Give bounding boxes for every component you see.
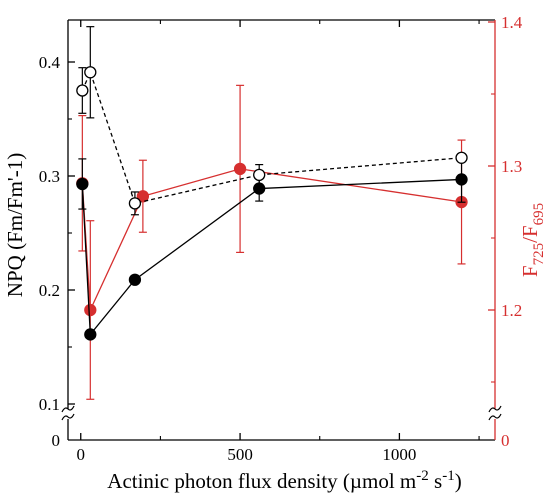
y-left-tick-label: 0.1 bbox=[39, 395, 60, 414]
y-right-tick-label: 1.4 bbox=[501, 13, 523, 32]
data-point bbox=[84, 66, 97, 79]
data-point bbox=[128, 197, 142, 210]
plot-frame bbox=[61, 19, 502, 441]
right-axis-break-mark-upper bbox=[488, 405, 502, 413]
data-point bbox=[233, 162, 247, 176]
series-layer bbox=[76, 26, 468, 400]
y-left-zero-label: 0 bbox=[52, 431, 61, 450]
data-point bbox=[84, 328, 97, 341]
y-right-tick-label: 1.2 bbox=[501, 301, 522, 320]
data-point bbox=[136, 190, 150, 203]
x-tick-label: 500 bbox=[227, 445, 253, 464]
axis-labels: Actinic photon flux density (µmol m-2 s-… bbox=[3, 153, 547, 493]
data-point bbox=[76, 177, 89, 191]
y-right-axis-label-part: 695 bbox=[531, 203, 547, 226]
x-tick-label: 0 bbox=[76, 445, 85, 464]
y-right-axis-label: F725/F695 bbox=[518, 203, 547, 277]
x-axis-label-part: s bbox=[429, 469, 442, 493]
x-axis-label-part: -1 bbox=[442, 468, 455, 484]
y-right-axis-label-part: 725 bbox=[531, 243, 547, 266]
right-axis-break-mark-lower bbox=[488, 413, 502, 421]
data-point bbox=[128, 273, 142, 286]
x-axis-label: Actinic photon flux density (µmol m-2 s-… bbox=[107, 468, 461, 493]
y-left-tick-label: 0.4 bbox=[39, 53, 61, 72]
axis-ticks: 0 500 1000 0.1 0.2 0.3 0.4 0 1.2 1.3 1.4 0 bbox=[39, 13, 523, 464]
y-left-tick-label: 0.2 bbox=[39, 281, 60, 300]
x-axis-label-part: -2 bbox=[416, 468, 429, 484]
left-axis-break-mark-lower bbox=[61, 413, 75, 421]
y-right-axis-label-part: F bbox=[518, 265, 542, 277]
right-axis-break bbox=[488, 405, 502, 421]
y-left-tick-label: 0.3 bbox=[39, 167, 60, 186]
left-axis-break bbox=[61, 405, 75, 421]
series-3-line bbox=[81, 168, 462, 311]
data-point bbox=[455, 173, 468, 186]
x-axis-label-part: Actinic photon flux density (µmol m bbox=[107, 469, 416, 493]
left-axis-break-mark-upper bbox=[61, 405, 75, 413]
y-right-zero-label: 0 bbox=[501, 431, 510, 450]
series-3 bbox=[76, 84, 468, 400]
x-tick-label: 1000 bbox=[382, 445, 416, 464]
data-point bbox=[253, 168, 266, 182]
series-1 bbox=[76, 156, 468, 341]
data-point bbox=[84, 303, 97, 317]
data-point bbox=[455, 151, 468, 164]
data-point bbox=[76, 84, 89, 97]
series-2 bbox=[76, 26, 468, 216]
series-2-line bbox=[81, 70, 462, 205]
y-left-axis-label: NPQ (Fm/Fm'-1) bbox=[3, 153, 27, 297]
y-right-tick-label: 1.3 bbox=[501, 157, 522, 176]
y-right-axis-label-part: /F bbox=[518, 225, 542, 243]
x-axis-label-part: ) bbox=[455, 469, 462, 493]
